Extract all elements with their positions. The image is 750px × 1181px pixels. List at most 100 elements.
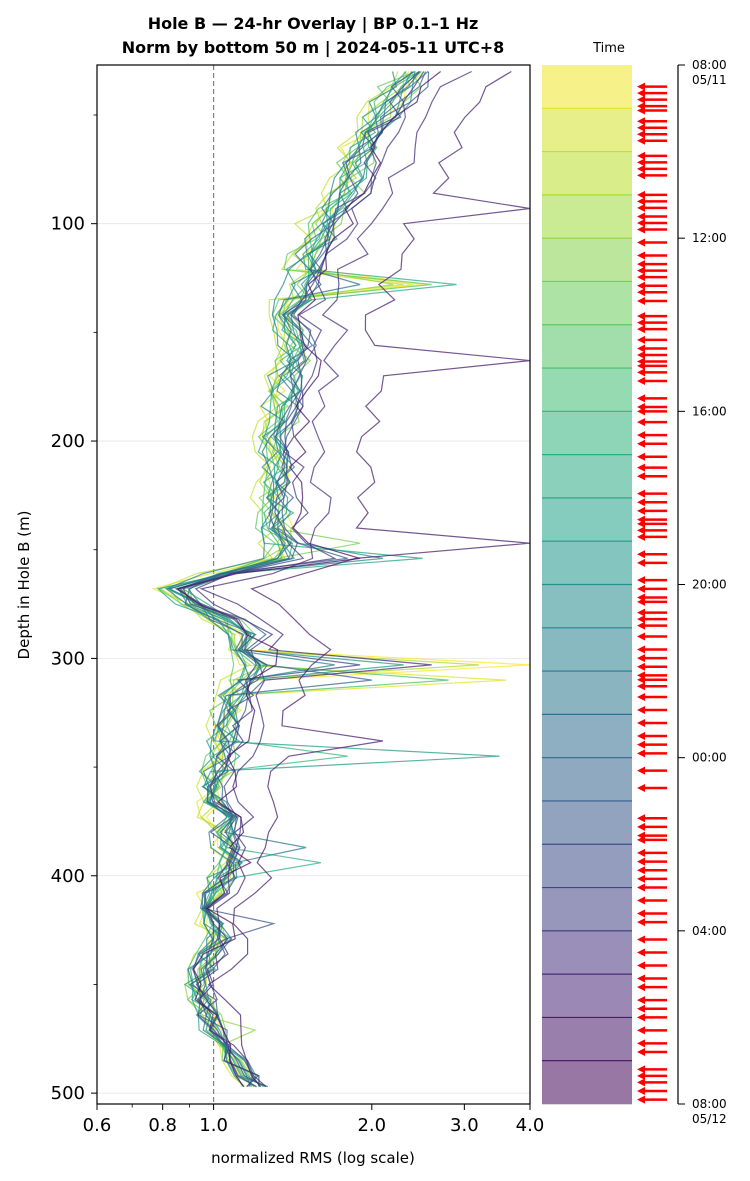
colorbar-tick-label-4: 00:00 bbox=[692, 751, 727, 765]
colorbar-band-8 bbox=[542, 411, 632, 455]
colorbar-arrowhead-99 bbox=[637, 1048, 645, 1057]
colorbar-band-18 bbox=[542, 844, 632, 888]
colorbar-tick-date-0: 05/11 bbox=[692, 73, 727, 87]
colorbar-arrowhead-59 bbox=[637, 608, 645, 617]
colorbar-band-3 bbox=[542, 194, 632, 239]
colorbar-arrowhead-34 bbox=[637, 361, 645, 370]
colorbar-arrowhead-55 bbox=[637, 576, 645, 585]
colorbar-band-19 bbox=[542, 887, 632, 932]
x-tick-label-0.8: 0.8 bbox=[148, 1115, 177, 1136]
x-axis: 0.6 0.8 1.0 2.0 3.0 4.0 bbox=[83, 1104, 545, 1136]
x-tick-label-1.0: 1.0 bbox=[199, 1115, 228, 1136]
series-line-1 bbox=[151, 71, 507, 1088]
x-tick-label-3.0: 3.0 bbox=[450, 1115, 479, 1136]
colorbar-arrowhead-36 bbox=[637, 377, 645, 386]
colorbar-arrowhead-1 bbox=[637, 89, 645, 98]
colorbar-arrowhead-35 bbox=[637, 368, 645, 377]
colorbar-band-22 bbox=[542, 1017, 632, 1062]
colorbar-tick-label-2: 16:00 bbox=[692, 404, 727, 418]
colorbar-arrowhead-69 bbox=[637, 693, 645, 702]
colorbar-arrowhead-52 bbox=[637, 532, 645, 541]
x-tick-label-0.6: 0.6 bbox=[83, 1115, 112, 1136]
colorbar-arrowhead-37 bbox=[637, 394, 645, 403]
colorbar-band-16 bbox=[542, 757, 632, 802]
colorbar-band-0 bbox=[542, 65, 632, 109]
y-tick-label-200: 200 bbox=[51, 431, 85, 452]
colorbar-arrowhead-4 bbox=[637, 106, 645, 115]
colorbar-tick-label-6: 08:00 bbox=[692, 1097, 727, 1111]
colorbar-arrowhead-12 bbox=[637, 171, 645, 180]
colorbar-arrowhead-61 bbox=[637, 621, 645, 630]
colorbar-arrowhead-87 bbox=[637, 909, 645, 918]
colorbar-arrowhead-9 bbox=[637, 151, 645, 160]
colorbar-arrowhead-96 bbox=[637, 1013, 645, 1022]
colorbar-tick-label-0: 08:00 bbox=[692, 58, 727, 72]
colorbar-arrowhead-16 bbox=[637, 212, 645, 221]
colorbar-arrowhead-83 bbox=[637, 866, 645, 875]
colorbar-arrowhead-100 bbox=[637, 1065, 645, 1074]
colorbar-arrowhead-85 bbox=[637, 883, 645, 892]
colorbar-arrowhead-31 bbox=[637, 344, 645, 353]
colorbar-arrowhead-25 bbox=[637, 288, 645, 297]
colorbar-band-10 bbox=[542, 497, 632, 542]
colorbar-band-23 bbox=[542, 1060, 632, 1105]
colorbar-arrowhead-0 bbox=[637, 82, 645, 91]
colorbar-band-13 bbox=[542, 627, 632, 672]
colorbar-arrowhead-28 bbox=[637, 318, 645, 327]
colorbar-arrowhead-65 bbox=[637, 662, 645, 671]
colorbar-arrowhead-71 bbox=[637, 719, 645, 728]
colorbar-arrowhead-23 bbox=[637, 273, 645, 282]
colorbar-arrowhead-45 bbox=[637, 472, 645, 481]
x-axis-label: normalized RMS (log scale) bbox=[211, 1149, 415, 1167]
colorbar-arrowhead-6 bbox=[637, 123, 645, 132]
x-tick-label-4.0: 4.0 bbox=[516, 1115, 545, 1136]
colorbar: 08:0005/1112:0016:0020:0000:0004:0008:00… bbox=[542, 58, 727, 1126]
series-line-22 bbox=[207, 70, 530, 1087]
x-tick-label-2.0: 2.0 bbox=[357, 1115, 386, 1136]
colorbar-arrowhead-46 bbox=[637, 489, 645, 498]
y-tick-label-100: 100 bbox=[51, 214, 85, 235]
colorbar-arrowhead-70 bbox=[637, 706, 645, 715]
series-group bbox=[151, 70, 530, 1088]
colorbar-arrowhead-67 bbox=[637, 675, 645, 684]
colorbar-arrowhead-10 bbox=[637, 158, 645, 167]
colorbar-arrowhead-91 bbox=[637, 961, 645, 970]
colorbar-arrowhead-101 bbox=[637, 1071, 645, 1080]
colorbar-band-2 bbox=[542, 151, 632, 196]
colorbar-arrowhead-20 bbox=[637, 251, 645, 260]
colorbar-title: Time bbox=[592, 41, 625, 56]
colorbar-arrowhead-81 bbox=[637, 848, 645, 857]
y-axis-label: Depth in Hole B (m) bbox=[15, 511, 33, 660]
plot-area bbox=[97, 65, 530, 1104]
colorbar-arrowhead-86 bbox=[637, 896, 645, 905]
colorbar-arrowhead-73 bbox=[637, 740, 645, 749]
colorbar-arrowhead-13 bbox=[637, 190, 645, 199]
colorbar-arrowhead-90 bbox=[637, 948, 645, 957]
colorbar-arrowhead-15 bbox=[637, 203, 645, 212]
colorbar-band-6 bbox=[542, 324, 632, 369]
colorbar-arrowhead-8 bbox=[637, 136, 645, 145]
series-line-21 bbox=[198, 70, 472, 1088]
plot-background bbox=[97, 65, 530, 1104]
colorbar-arrowhead-29 bbox=[637, 325, 645, 334]
colorbar-arrowhead-56 bbox=[637, 584, 645, 593]
colorbar-arrowhead-82 bbox=[637, 857, 645, 866]
plot-frame bbox=[96, 64, 531, 1105]
colorbar-arrowhead-58 bbox=[637, 597, 645, 606]
colorbar-band-9 bbox=[542, 454, 632, 499]
colorbar-band-14 bbox=[542, 671, 632, 715]
colorbar-arrowhead-64 bbox=[637, 654, 645, 663]
colorbar-arrowhead-80 bbox=[637, 835, 645, 844]
colorbar-arrowhead-32 bbox=[637, 351, 645, 360]
colorbar-arrowhead-84 bbox=[637, 874, 645, 883]
colorbar-arrowhead-5 bbox=[637, 117, 645, 126]
colorbar-band-12 bbox=[542, 584, 632, 629]
colorbar-arrowhead-2 bbox=[637, 95, 645, 104]
colorbar-arrowhead-98 bbox=[637, 1039, 645, 1048]
y-axis: 100 200 300 400 500 bbox=[51, 114, 97, 1104]
colorbar-band-7 bbox=[542, 368, 632, 412]
colorbar-tick-date-6: 05/12 bbox=[692, 1112, 727, 1126]
colorbar-tick-label-3: 20:00 bbox=[692, 578, 727, 592]
series-line-23 bbox=[176, 71, 441, 1087]
colorbar-arrowhead-21 bbox=[637, 260, 645, 269]
